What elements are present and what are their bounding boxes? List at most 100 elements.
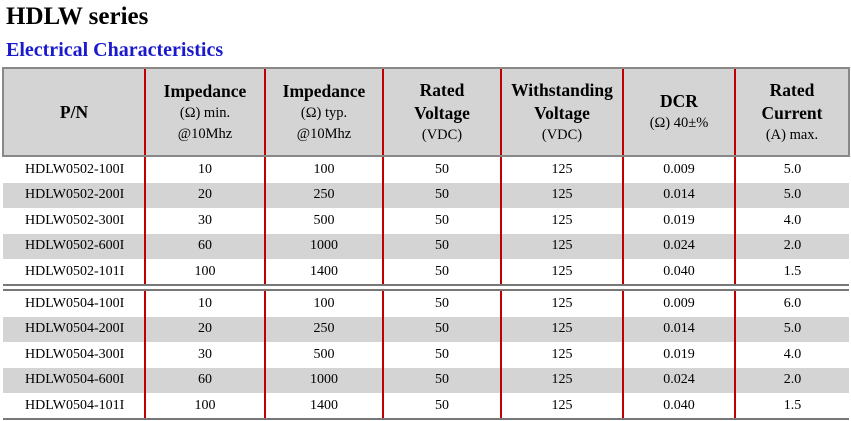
cell-pn: HDLW0504-100I xyxy=(3,289,145,317)
cell-rated-current: 2.0 xyxy=(734,367,849,393)
column-header-unit: (A) max. xyxy=(765,126,819,143)
column-header-unit: (VDC) xyxy=(421,126,463,143)
column-header-unit: @10Mhz xyxy=(177,125,233,142)
cell-impedance-typ: 500 xyxy=(264,342,383,368)
column-header-rated-current: Rated Current (A) max. xyxy=(734,67,850,157)
cell-withstanding-voltage: 125 xyxy=(500,259,623,286)
cell-withstanding-voltage: 125 xyxy=(500,316,623,342)
column-header-unit: (VDC) xyxy=(541,126,583,143)
table-row: HDLW0502-300I 30 500 50 125 0.019 4.0 xyxy=(3,208,849,234)
column-header-label: Impedance xyxy=(282,80,366,101)
cell-dcr: 0.040 xyxy=(622,259,735,286)
cell-impedance-typ: 1400 xyxy=(264,259,383,286)
table-row: HDLW0502-200I 20 250 50 125 0.014 5.0 xyxy=(3,182,849,208)
cell-rated-voltage: 50 xyxy=(382,182,501,208)
cell-withstanding-voltage: 125 xyxy=(500,155,623,183)
table-body: HDLW0502-100I 10 100 50 125 0.009 5.0 HDLW0502-… xyxy=(3,155,849,420)
cell-rated-current: 4.0 xyxy=(734,208,849,234)
cell-pn: HDLW0504-200I xyxy=(3,316,145,342)
table-row: HDLW0504-300I 30 500 50 125 0.019 4.0 xyxy=(3,342,849,368)
page-title: HDLW series xyxy=(6,3,149,30)
cell-dcr: 0.024 xyxy=(622,233,735,259)
column-header-impedance-typ: Impedance (Ω) typ. @10Mhz xyxy=(264,67,383,157)
column-header-label: Voltage xyxy=(534,102,590,123)
cell-impedance-typ: 250 xyxy=(264,316,383,342)
cell-withstanding-voltage: 125 xyxy=(500,233,623,259)
cell-impedance-min: 30 xyxy=(144,342,265,368)
group-separator xyxy=(3,285,849,290)
cell-rated-voltage: 50 xyxy=(382,289,501,317)
table-row: HDLW0504-100I 10 100 50 125 0.009 6.0 xyxy=(3,289,849,317)
cell-dcr: 0.040 xyxy=(622,393,735,420)
column-header-label: Voltage xyxy=(414,102,470,123)
cell-rated-voltage: 50 xyxy=(382,316,501,342)
cell-rated-current: 1.5 xyxy=(734,393,849,420)
cell-impedance-min: 20 xyxy=(144,182,265,208)
table-header-row: P/N Impedance (Ω) min. @10Mhz Impedance (Ω) t… xyxy=(2,67,850,157)
section-subtitle: Electrical Characteristics xyxy=(6,39,224,61)
cell-pn: HDLW0502-101I xyxy=(3,259,145,286)
cell-withstanding-voltage: 125 xyxy=(500,182,623,208)
cell-rated-current: 5.0 xyxy=(734,316,849,342)
table-row: HDLW0504-101I 100 1400 50 125 0.040 1.5 xyxy=(3,393,849,420)
cell-dcr: 0.014 xyxy=(622,182,735,208)
cell-impedance-min: 60 xyxy=(144,367,265,393)
cell-dcr: 0.019 xyxy=(622,342,735,368)
cell-impedance-typ: 250 xyxy=(264,182,383,208)
column-header-dcr: DCR (Ω) 40±% xyxy=(622,67,735,157)
cell-pn: HDLW0502-200I xyxy=(3,182,145,208)
cell-rated-voltage: 50 xyxy=(382,393,501,420)
cell-impedance-typ: 1000 xyxy=(264,367,383,393)
cell-dcr: 0.014 xyxy=(622,316,735,342)
cell-dcr: 0.009 xyxy=(622,289,735,317)
column-header-unit: (Ω) 40±% xyxy=(649,115,709,131)
cell-impedance-min: 10 xyxy=(144,289,265,317)
electrical-characteristics-table: P/N Impedance (Ω) min. @10Mhz Impedance (Ω) t… xyxy=(2,67,850,420)
cell-pn: HDLW0504-300I xyxy=(25,346,125,362)
cell-withstanding-voltage: 125 xyxy=(500,289,623,317)
cell-impedance-typ: 1000 xyxy=(264,233,383,259)
cell-pn: HDLW0502-600I xyxy=(3,233,145,259)
cell-pn: HDLW0504-600I xyxy=(3,367,145,393)
cell-rated-voltage: 50 xyxy=(382,342,501,368)
cell-dcr: 0.024 xyxy=(622,367,735,393)
cell-dcr: 0.019 xyxy=(622,208,735,234)
column-header-withstanding-voltage: Withstanding Voltage (VDC) xyxy=(500,67,623,157)
cell-rated-current: 6.0 xyxy=(734,289,849,317)
column-header-pn: P/N xyxy=(2,67,145,157)
cell-rated-voltage: 50 xyxy=(382,259,501,286)
cell-rated-current: 4.0 xyxy=(734,342,849,368)
cell-rated-voltage: 50 xyxy=(382,233,501,259)
cell-rated-current: 5.0 xyxy=(734,182,849,208)
table-row: HDLW0504-600I 60 1000 50 125 0.024 2.0 xyxy=(3,367,849,393)
cell-pn: HDLW0502-100I xyxy=(3,155,145,183)
cell-withstanding-voltage: 125 xyxy=(500,208,623,234)
table-row: HDLW0502-100I 10 100 50 125 0.009 5.0 xyxy=(3,155,849,183)
table-row: HDLW0504-200I 20 250 50 125 0.014 5.0 xyxy=(3,316,849,342)
cell-impedance-typ: 1400 xyxy=(264,393,383,420)
column-header-label: DCR xyxy=(660,91,698,111)
cell-impedance-min: 10 xyxy=(144,155,265,183)
cell-withstanding-voltage: 125 xyxy=(500,367,623,393)
cell-rated-voltage: 50 xyxy=(382,155,501,183)
cell-pn: HDLW0502-300I xyxy=(25,212,125,228)
cell-impedance-typ: 100 xyxy=(264,155,383,183)
column-header-label: Current xyxy=(761,102,823,123)
column-header-impedance-min: Impedance (Ω) min. @10Mhz xyxy=(144,67,265,157)
column-header-label: P/N xyxy=(59,101,89,122)
cell-impedance-typ: 100 xyxy=(264,289,383,317)
cell-rated-current: 2.0 xyxy=(734,233,849,259)
cell-pn: HDLW0504-101I xyxy=(3,393,145,420)
cell-impedance-min: 100 xyxy=(144,393,265,420)
cell-impedance-min: 20 xyxy=(144,316,265,342)
column-header-label: Withstanding xyxy=(511,79,613,100)
cell-rated-current: 5.0 xyxy=(734,155,849,183)
cell-withstanding-voltage: 125 xyxy=(500,393,623,420)
table-row: HDLW0502-101I 100 1400 50 125 0.040 1.5 xyxy=(3,259,849,286)
cell-impedance-typ: 500 xyxy=(264,208,383,234)
column-header-rated-voltage: Rated Voltage (VDC) xyxy=(382,67,501,157)
cell-impedance-min: 30 xyxy=(144,208,265,234)
column-header-label: Rated xyxy=(769,79,815,100)
table-row: HDLW0502-600I 60 1000 50 125 0.024 2.0 xyxy=(3,233,849,259)
column-header-unit: (Ω) min. xyxy=(179,104,231,121)
